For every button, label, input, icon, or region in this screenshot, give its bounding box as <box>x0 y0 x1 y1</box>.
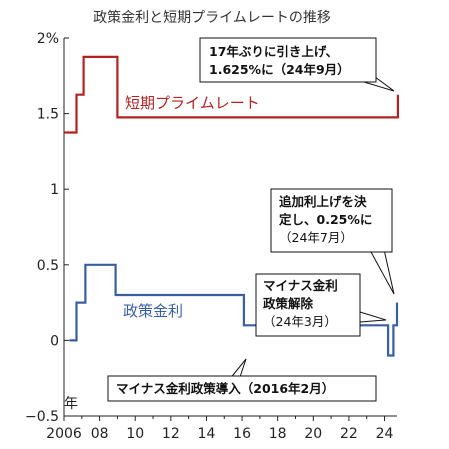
x-axis-label: 年 <box>64 396 78 412</box>
x-tick-label: 08 <box>91 426 109 442</box>
y-tick-label: −0.5 <box>25 409 59 425</box>
y-tick-label: 1.5 <box>37 107 59 123</box>
series-line-0 <box>64 55 399 134</box>
annotation-line-date: （24年9月） <box>274 62 350 77</box>
annotation-line: 追加利上げを決 <box>279 194 367 209</box>
y-tick-label: 0 <box>50 333 59 349</box>
annotation-prime-raise: 17年ぶりに引き上げ、 1.625%に（24年9月） <box>199 37 395 92</box>
series-label-prime-rate: 短期プライムレート <box>125 94 260 112</box>
x-tick-label: 14 <box>198 426 216 442</box>
annotation-line-date: （2016年2月） <box>241 381 335 396</box>
annotation-line: 定し、0.25%に <box>278 212 372 227</box>
annotation-line: 17年ぶりに引き上げ、 <box>209 44 338 59</box>
x-tick-label: 2006 <box>46 426 82 442</box>
y-tick-label: 2% <box>37 31 59 47</box>
annotation-box <box>270 188 393 253</box>
annotation-line: （24年3月） <box>263 314 337 329</box>
annotation-pointer <box>359 311 387 323</box>
series-line-1 <box>69 263 399 357</box>
y-axis: 2% 1.5 1 0.5 0 −0.5 <box>25 31 69 425</box>
annotation-additional-hike: 追加利上げを決 定し、0.25%に （24年7月） <box>270 188 395 295</box>
y-tick-label: 0.5 <box>37 258 59 274</box>
x-axis: 2006 08 10 12 14 16 18 20 22 24 <box>46 415 397 442</box>
series-layer <box>64 55 399 357</box>
x-tick-label: 18 <box>269 426 287 442</box>
x-tick-label: 22 <box>340 426 358 442</box>
annotation-line: （24年7月） <box>279 230 353 245</box>
annotation-line: 政策解除 <box>263 296 314 311</box>
chart-title: 政策金利と短期プライムレートの推移 <box>93 9 331 26</box>
annotation-line: マイナス金利 <box>263 278 338 293</box>
x-tick-label: 24 <box>376 426 394 442</box>
annotation-line-main: マイナス金利政策導入 <box>116 381 241 396</box>
annotation-box <box>255 273 361 337</box>
x-tick-label: 10 <box>126 426 144 442</box>
annotation-line-main: 1.625%に <box>209 62 274 77</box>
annotation-line: マイナス金利政策導入（2016年2月） <box>116 381 334 396</box>
x-tick-label: 12 <box>162 426 180 442</box>
annotation-pointer <box>370 244 395 295</box>
x-tick-label: 20 <box>304 426 322 442</box>
y-tick-label: 1 <box>50 182 59 198</box>
annotation-negative-rate-end: マイナス金利 政策解除 （24年3月） <box>255 273 387 337</box>
annotation-pointer <box>363 73 395 92</box>
x-tick-label: 16 <box>233 426 251 442</box>
annotation-box <box>107 375 377 402</box>
annotation-negative-rate-start: マイナス金利政策導入（2016年2月） <box>107 358 377 402</box>
annotation-box <box>199 37 377 83</box>
annotation-pointer <box>228 358 247 381</box>
series-label-policy-rate: 政策金利 <box>123 302 183 320</box>
annotation-line: 1.625%に（24年9月） <box>209 62 350 77</box>
